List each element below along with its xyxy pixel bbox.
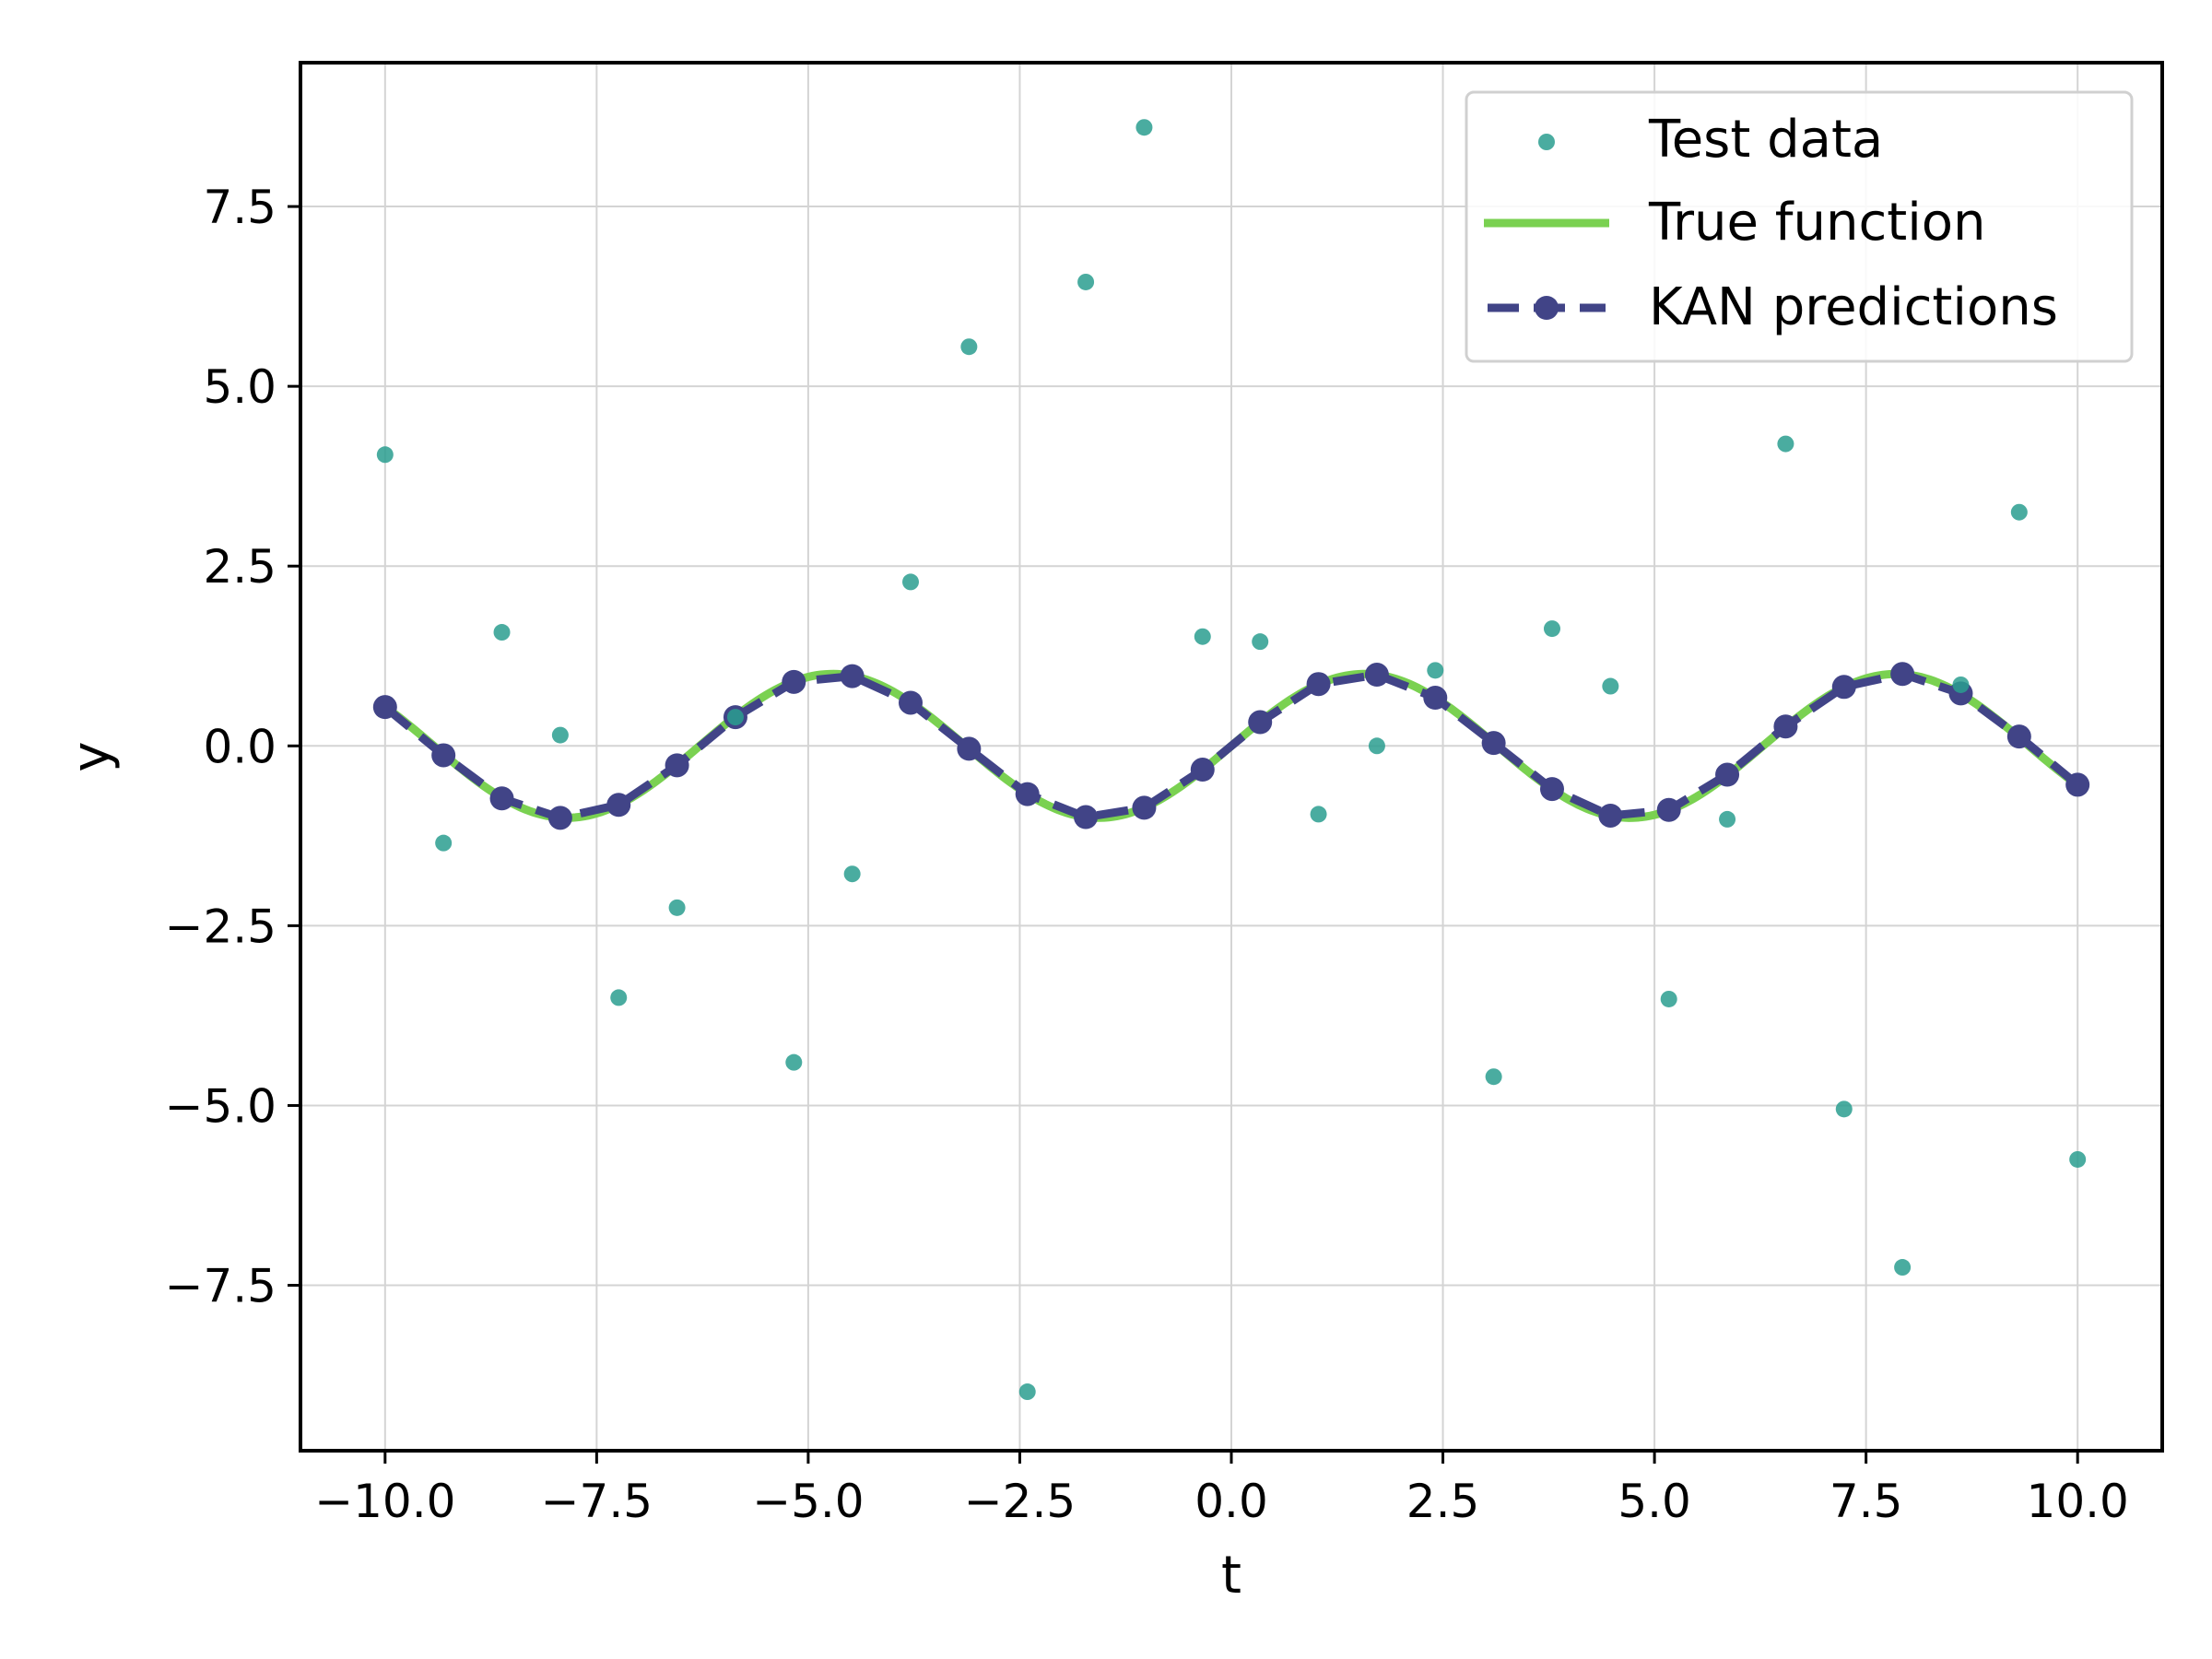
kan-prediction-point (1773, 714, 1798, 739)
legend: Test data True function KAN predictions (1465, 90, 2134, 363)
x-tick-label: −7.5 (541, 1475, 653, 1528)
test-data-point (1427, 662, 1444, 679)
kan-prediction-point (547, 806, 572, 830)
x-tick-label: 2.5 (1406, 1475, 1480, 1528)
test-data-point (1252, 633, 1269, 651)
x-tick-label: 7.5 (1830, 1475, 1903, 1528)
test-data-point (493, 624, 511, 641)
test-data-point (1485, 1068, 1502, 1086)
kan-prediction-point (1248, 710, 1273, 735)
x-tick-label: −5.0 (752, 1475, 864, 1528)
test-data-point (785, 1053, 803, 1071)
y-axis-label: y (62, 741, 122, 771)
kan-prediction-point (1132, 795, 1157, 820)
kan-prediction-point (1423, 686, 1448, 711)
y-tick-label: −5.0 (165, 1079, 276, 1133)
test-data-point (902, 573, 920, 591)
test-data-point (843, 865, 861, 883)
x-tick-label: 10.0 (2027, 1475, 2129, 1528)
y-tick-label: 5.0 (203, 360, 276, 414)
kan-predictions-layer (372, 662, 2090, 830)
test-data-point (668, 899, 686, 916)
test-data-point (1310, 806, 1327, 823)
kan-prediction-point (1190, 758, 1215, 782)
kan-prediction-point (1074, 805, 1099, 830)
kan-prediction-point (899, 690, 924, 715)
kan-prediction-point (2065, 772, 2090, 797)
test-data-point (1018, 1383, 1036, 1401)
legend-box (1465, 90, 2134, 363)
test-data-point (1894, 1259, 1912, 1277)
legend-test-data-label: Test data (1648, 110, 1883, 170)
kan-prediction-point (1831, 675, 1856, 700)
kan-prediction-point (1715, 762, 1740, 787)
test-data-point (1602, 677, 1619, 695)
y-tick-label: −7.5 (165, 1260, 276, 1313)
test-data-point (1952, 676, 1970, 693)
kan-prediction-point (2006, 724, 2031, 749)
kan-prediction-point (1481, 731, 1506, 756)
kan-prediction-point (665, 753, 689, 778)
test-data-point (551, 726, 569, 744)
test-data-point (1719, 810, 1736, 828)
kan-prediction-point (1656, 797, 1681, 822)
test-data-point (1194, 628, 1211, 645)
x-tick-label: 0.0 (1194, 1475, 1268, 1528)
kan-prediction-point (1306, 672, 1331, 697)
kan-prediction-point (1364, 663, 1389, 688)
test-data-point (1368, 737, 1385, 755)
test-data-point (2069, 1150, 2087, 1168)
kan-prediction-point (957, 736, 982, 761)
test-data-point (960, 338, 978, 356)
kan-prediction-point (1539, 777, 1564, 802)
test-data-point (1077, 273, 1095, 290)
test-data-layer (376, 119, 2087, 1401)
y-tick-label: 2.5 (203, 540, 276, 594)
test-data-point (1135, 119, 1153, 136)
kan-prediction-point (1890, 662, 1915, 687)
x-axis-label: t (1221, 1546, 1241, 1606)
test-data-point (376, 446, 394, 464)
kan-prediction-point (606, 793, 631, 818)
x-tick-label: 5.0 (1618, 1475, 1691, 1528)
test-data-point (726, 709, 744, 726)
y-tick-label: 7.5 (203, 181, 276, 234)
x-tick-label: −10.0 (314, 1475, 455, 1528)
test-data-point (1777, 435, 1794, 453)
y-tick-label: −2.5 (165, 900, 276, 953)
test-data-point (435, 834, 453, 852)
test-data-point (1835, 1100, 1853, 1118)
test-data-point (2010, 503, 2028, 521)
kan-prediction-point (840, 664, 865, 688)
test-data-point (1543, 620, 1560, 638)
kan-prediction-point (1598, 803, 1623, 828)
axis-ticks: −10.0 −7.5 −5.0 −2.5 0.0 2.5 5.0 7.5 10.0 7.5 5.0 2… (165, 181, 2129, 1528)
kan-prediction-point (372, 695, 397, 720)
kan-prediction-point (782, 669, 806, 694)
kan-prediction-point (1015, 782, 1040, 806)
kan-prediction-point (489, 786, 514, 811)
legend-true-function-label: True function (1648, 193, 1986, 253)
x-tick-label: −2.5 (964, 1475, 1076, 1528)
test-data-point (610, 989, 628, 1006)
kan-prediction-point (431, 743, 456, 768)
y-tick-label: 0.0 (203, 720, 276, 773)
legend-test-data-marker (1538, 134, 1555, 150)
legend-kan-predictions-label: KAN predictions (1649, 277, 2058, 337)
legend-kan-predictions-marker (1535, 296, 1559, 320)
test-data-point (1660, 990, 1677, 1007)
